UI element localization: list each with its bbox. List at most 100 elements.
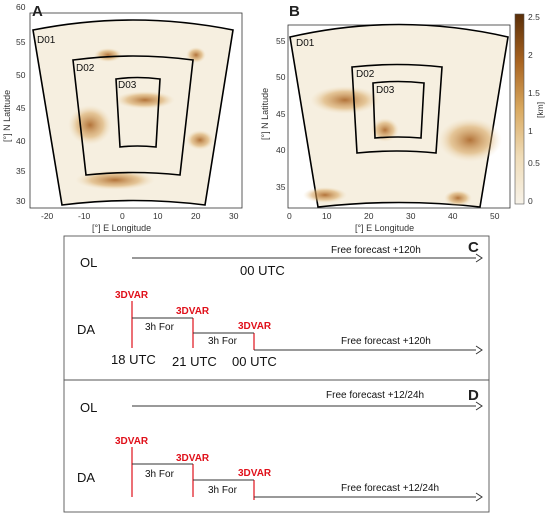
panel-d-3dvar-2: 3DVAR	[176, 453, 210, 464]
panel-a-xaxis: -20 -10 0 10 20 30	[41, 211, 239, 221]
panel-b-ytick: 40	[276, 145, 286, 155]
panel-c-ol-time: 00 UTC	[240, 263, 285, 278]
panel-a-ytick: 30	[16, 196, 26, 206]
panel-c-time-2: 21 UTC	[172, 354, 217, 369]
panel-b-domain-d03	[372, 80, 425, 139]
panel-b-ytick: 55	[276, 36, 286, 46]
panel-d-frame	[63, 379, 490, 513]
panel-c-da-arrowhead	[475, 345, 483, 355]
colorbar-tick: 0.5	[528, 158, 540, 168]
panel-a-xtick: 30	[229, 211, 239, 221]
panel-b-ylabel: [°] N Latitude	[260, 88, 270, 140]
panel-c-for-2: 3h For	[208, 336, 238, 347]
panel-a-terrain-iberia	[68, 105, 112, 145]
panel-c-3dvar-3: 3DVAR	[238, 321, 272, 332]
panel-a-terrain-north	[186, 47, 206, 63]
colorbar-tick: 0	[528, 196, 533, 206]
panel-a-xtick: 20	[191, 211, 201, 221]
panel-a-ytick: 60	[16, 2, 26, 12]
panel-b-domain-d02	[351, 63, 443, 154]
panel-d-for-2: 3h For	[208, 485, 238, 496]
panel-c-3dvar-2: 3DVAR	[176, 306, 210, 317]
colorbar-tick: 2.5	[528, 12, 540, 22]
panel-b-d01-label: D01	[296, 38, 315, 49]
panel-d-ol-label: OL	[80, 400, 97, 415]
colorbar-tick: 1	[528, 126, 533, 136]
panel-c-letter: C	[468, 239, 479, 256]
panel-c-time-3: 00 UTC	[232, 354, 277, 369]
panel-b-terrain-atlas	[303, 187, 347, 203]
panel-b-ytick: 50	[276, 72, 286, 82]
panel-a-xtick: -10	[78, 211, 91, 221]
panel-a-domain-d01	[32, 19, 234, 206]
panel-a-domain-d03	[115, 76, 161, 148]
panel-a-yaxis: 60 55 50 45 40 35 30	[16, 2, 26, 206]
panel-c-for-1: 3h For	[145, 322, 175, 333]
panel-b-xtick: 40	[448, 211, 458, 221]
panel-b: B D01 D02 D03 55 50 45 40 35 [°] N Latit…	[260, 3, 511, 233]
panel-c-da-label: DA	[77, 322, 95, 337]
panel-c-ol-forecast: Free forecast +120h	[331, 245, 421, 256]
panel-d-3dvar-3: 3DVAR	[238, 468, 272, 479]
panel-c-3dvar-1: 3DVAR	[115, 290, 149, 301]
panel-b-xtick: 30	[406, 211, 416, 221]
panel-c-time-1: 18 UTC	[111, 352, 156, 367]
panel-a-terrain-balkans	[186, 130, 214, 150]
colorbar-unit: [km]	[535, 102, 545, 118]
panel-b-terrain-balkans	[371, 118, 399, 142]
panel-d-ol-forecast: Free forecast +12/24h	[326, 390, 424, 401]
panel-a-xtick: 10	[153, 211, 163, 221]
panel-b-terrain-alps	[310, 86, 380, 114]
colorbar-tick: 2	[528, 50, 533, 60]
panel-b-letter: B	[289, 3, 300, 20]
panel-b-xaxis: 0 10 20 30 40 50	[287, 211, 500, 221]
panel-c-ol-label: OL	[80, 255, 97, 270]
panel-d-da-label: DA	[77, 470, 95, 485]
panel-a-xlabel: [°] E Longitude	[92, 223, 151, 233]
panel-b-xtick: 0	[287, 211, 292, 221]
panel-b-domain-d01	[289, 23, 509, 208]
panel-a-ytick: 40	[16, 136, 26, 146]
panel-d-3dvar-1: 3DVAR	[115, 436, 149, 447]
panel-a-ytick: 50	[16, 70, 26, 80]
panel-d: D OL Free forecast +12/24h DA 3DVAR 3DVA…	[63, 379, 490, 513]
panel-c: C OL Free forecast +120h 00 UTC DA 3DVAR…	[63, 235, 490, 381]
panel-b-yaxis: 55 50 45 40 35	[276, 36, 286, 192]
panel-b-xtick: 10	[322, 211, 332, 221]
panel-d-ol-arrowhead	[475, 401, 483, 411]
panel-a-letter: A	[32, 3, 43, 20]
panel-a-d03-label: D03	[118, 80, 137, 91]
panel-a-terrain-uk	[94, 48, 122, 62]
panel-a: A D01 D02 D03 60 55 50 45 40 35 30 [°] N…	[2, 2, 243, 233]
panel-b-xtick: 50	[490, 211, 500, 221]
panel-b-terrain-turkey	[438, 118, 502, 162]
panel-a-xtick: -20	[41, 211, 54, 221]
panel-a-ytick: 35	[16, 166, 26, 176]
panel-d-letter: D	[468, 387, 479, 404]
panel-a-d01-label: D01	[37, 35, 56, 46]
panel-b-xtick: 20	[364, 211, 374, 221]
panel-b-terrain-east	[444, 190, 472, 206]
panel-c-da-forecast: Free forecast +120h	[341, 336, 431, 347]
panel-a-xtick: 0	[120, 211, 125, 221]
panel-a-terrain-atlas	[75, 170, 155, 190]
panel-b-xlabel: [°] E Longitude	[355, 223, 414, 233]
panel-b-d02-label: D02	[356, 69, 375, 80]
panel-a-ylabel: [°] N Latitude	[2, 90, 12, 142]
panel-a-terrain-alps	[115, 91, 175, 109]
panel-d-da-arrowhead	[475, 492, 483, 502]
panel-a-ytick: 45	[16, 103, 26, 113]
panel-b-ytick: 35	[276, 182, 286, 192]
colorbar-ramp	[514, 13, 525, 205]
colorbar: 2.5 2 1.5 1 0.5 0 [km]	[514, 12, 545, 206]
panel-a-ytick: 55	[16, 37, 26, 47]
panel-a-d02-label: D02	[76, 63, 95, 74]
panel-b-ytick: 45	[276, 109, 286, 119]
panel-a-domain-d02	[72, 55, 194, 176]
panel-d-da-forecast: Free forecast +12/24h	[341, 483, 439, 494]
panel-b-d03-label: D03	[376, 85, 395, 96]
panel-c-ol-arrowhead	[475, 253, 483, 263]
panel-d-for-1: 3h For	[145, 469, 175, 480]
colorbar-tick: 1.5	[528, 88, 540, 98]
